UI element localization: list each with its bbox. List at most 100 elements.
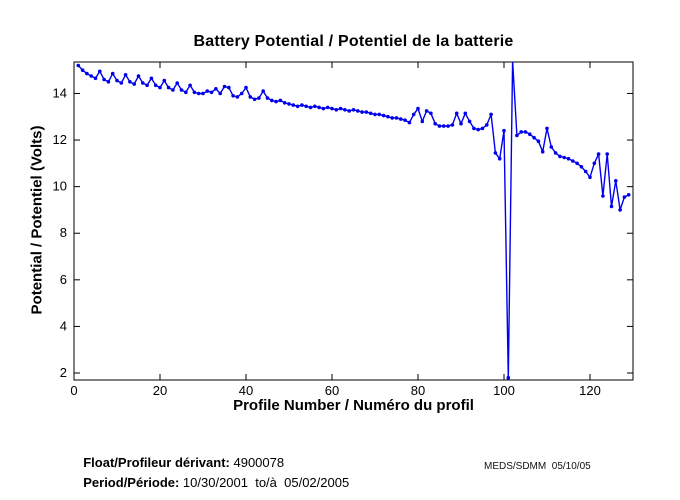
data-point bbox=[308, 105, 313, 110]
data-point bbox=[110, 71, 115, 76]
data-point bbox=[596, 152, 601, 156]
data-point bbox=[351, 108, 356, 112]
data-point bbox=[519, 130, 523, 134]
data-point bbox=[248, 95, 253, 99]
data-point bbox=[605, 152, 609, 156]
data-point bbox=[205, 89, 210, 93]
data-point bbox=[304, 104, 309, 109]
data-point bbox=[89, 74, 93, 78]
data-point bbox=[128, 80, 132, 84]
data-point bbox=[566, 156, 571, 161]
data-point bbox=[390, 116, 395, 120]
data-point bbox=[93, 76, 98, 81]
data-point bbox=[141, 81, 145, 85]
data-point bbox=[622, 195, 627, 199]
data-point bbox=[437, 124, 442, 128]
data-point bbox=[626, 193, 631, 197]
data-point bbox=[442, 124, 446, 128]
data-point bbox=[364, 110, 369, 114]
data-point bbox=[575, 161, 579, 166]
data-point bbox=[136, 74, 141, 78]
x-tick-label: 120 bbox=[579, 383, 601, 398]
float-label: Float/Profileur dérivant: bbox=[83, 455, 230, 470]
data-point bbox=[227, 85, 231, 90]
data-point bbox=[609, 204, 614, 209]
data-point bbox=[467, 119, 472, 124]
data-point bbox=[429, 111, 433, 116]
tick-labels: 0 20 40 60 80 100 120 2 4 6 8 10 12 14 bbox=[53, 85, 601, 398]
data-point bbox=[601, 194, 605, 198]
data-point bbox=[98, 69, 102, 74]
data-point bbox=[399, 117, 403, 121]
data-point bbox=[192, 90, 197, 95]
data-point bbox=[179, 88, 184, 92]
data-point bbox=[257, 96, 261, 100]
data-point bbox=[368, 111, 373, 116]
data-point bbox=[356, 109, 360, 113]
credit-text: MEDS/SDMM 05/10/05 bbox=[484, 461, 591, 472]
data-point bbox=[476, 127, 481, 132]
data-point bbox=[416, 106, 420, 111]
data-point bbox=[188, 83, 192, 88]
data-point bbox=[536, 139, 541, 143]
data-point bbox=[132, 82, 136, 86]
data-point bbox=[420, 119, 425, 124]
data-series bbox=[76, 62, 631, 380]
data-point bbox=[278, 98, 283, 103]
data-point bbox=[149, 76, 154, 81]
data-point bbox=[472, 126, 476, 131]
data-point bbox=[244, 85, 248, 90]
x-tick-label: 80 bbox=[411, 383, 425, 398]
y-tick-label: 6 bbox=[60, 272, 67, 287]
chart-title: Battery Potential / Potentiel de la batt… bbox=[193, 33, 514, 50]
data-point bbox=[239, 91, 244, 96]
data-point bbox=[588, 175, 592, 180]
data-point bbox=[201, 91, 205, 96]
data-point bbox=[115, 78, 119, 83]
data-point bbox=[403, 118, 407, 122]
data-point bbox=[381, 113, 386, 118]
data-point bbox=[528, 132, 532, 136]
data-point bbox=[450, 123, 455, 127]
data-point bbox=[80, 68, 85, 72]
x-axis-label: Profile Number / Numéro du profil bbox=[233, 397, 474, 414]
data-point bbox=[313, 104, 317, 109]
data-point bbox=[583, 169, 588, 174]
data-point bbox=[287, 102, 291, 106]
x-tick-label: 60 bbox=[325, 383, 339, 398]
data-point bbox=[171, 88, 175, 92]
data-point bbox=[252, 97, 257, 102]
data-point bbox=[166, 85, 171, 90]
data-point bbox=[102, 77, 106, 82]
data-point bbox=[433, 121, 438, 126]
data-point bbox=[222, 84, 227, 89]
data-point bbox=[106, 80, 111, 84]
data-point bbox=[231, 94, 235, 98]
data-point bbox=[123, 73, 128, 77]
data-point bbox=[295, 104, 300, 109]
axis-frame bbox=[73, 61, 634, 381]
data-point bbox=[489, 112, 493, 117]
data-point bbox=[235, 95, 240, 99]
data-point bbox=[338, 106, 343, 111]
data-point bbox=[291, 103, 296, 107]
data-point bbox=[618, 208, 622, 212]
data-point bbox=[282, 101, 287, 105]
data-point bbox=[261, 89, 266, 93]
data-point bbox=[85, 71, 89, 76]
data-point bbox=[317, 105, 321, 110]
period-label: Period/Période: bbox=[83, 475, 180, 490]
period-value: 10/30/2001 to/à 05/02/2005 bbox=[179, 475, 350, 490]
data-point bbox=[558, 154, 562, 159]
data-point bbox=[459, 121, 463, 126]
data-point bbox=[532, 135, 536, 140]
data-point bbox=[321, 106, 326, 111]
data-point bbox=[158, 85, 162, 90]
data-point bbox=[579, 165, 584, 169]
data-point bbox=[424, 109, 429, 113]
data-point bbox=[545, 126, 549, 131]
data-point bbox=[347, 109, 352, 113]
data-point bbox=[411, 112, 416, 117]
data-point bbox=[386, 114, 390, 119]
